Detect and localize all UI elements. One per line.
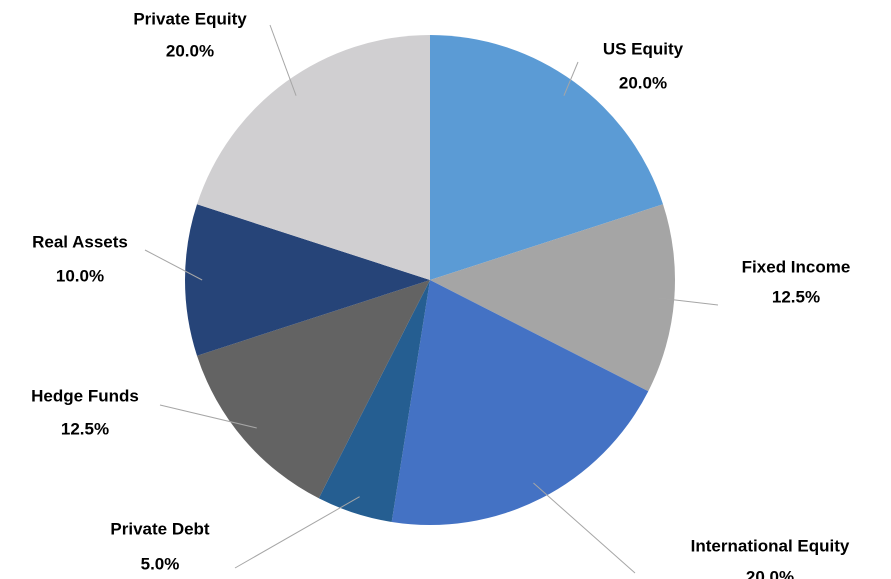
pie-slice [318,280,430,522]
leader-line [533,482,636,574]
slice-value-label: 12.5% [772,287,820,306]
leader-line [657,297,719,306]
slice-label: US Equity [603,39,684,58]
slice-label: Fixed Income [742,257,851,276]
leader-line [144,249,203,281]
slice-label: International Equity [691,536,850,555]
leader-line [563,61,579,96]
slice-value-label: 20.0% [619,73,667,92]
slice-value-label: 5.0% [141,554,180,573]
slice-value-label: 20.0% [746,567,794,579]
leader-line [234,496,360,569]
slice-label: Private Debt [110,519,210,538]
slice-value-label: 20.0% [166,41,214,60]
leader-line [269,24,297,96]
pie-slice [430,35,664,280]
slice-value-label: 10.0% [56,266,104,285]
pie-slice [430,204,675,392]
slice-label: Private Equity [133,9,247,28]
pie-slice [196,280,430,499]
pie-slice [391,280,649,525]
slice-label: Real Assets [32,232,128,251]
slice-label: Hedge Funds [31,386,139,405]
pie-slice [196,35,430,280]
pie-slice [185,204,430,356]
leader-line [159,404,257,429]
slice-value-label: 12.5% [61,419,109,438]
